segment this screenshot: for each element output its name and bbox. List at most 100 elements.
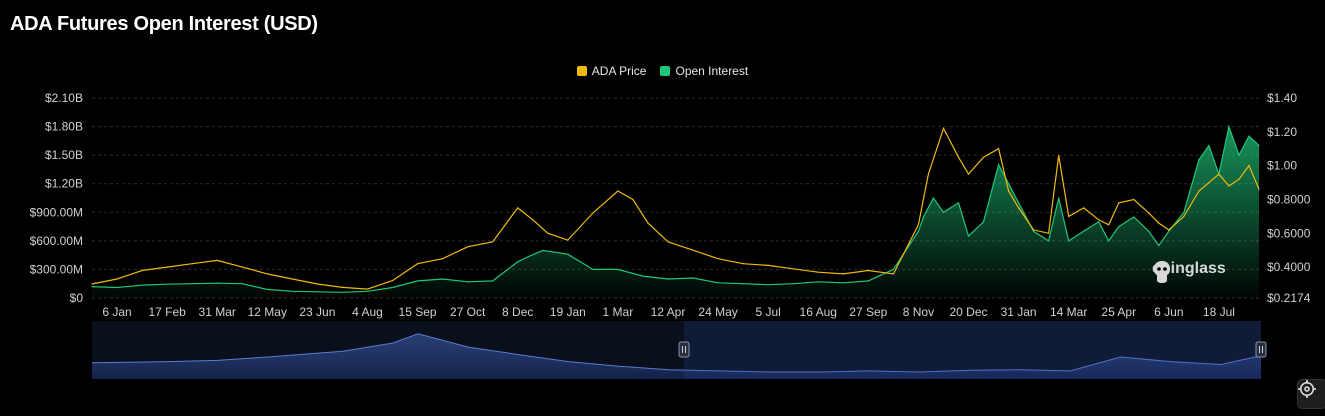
open-interest-point <box>1158 245 1160 247</box>
y-left-tick-label: $1.80B <box>45 120 83 134</box>
open-interest-point <box>1248 135 1250 137</box>
legend-item-open-interest[interactable]: Open Interest <box>660 64 748 78</box>
ada-price-point <box>1218 173 1220 175</box>
x-tick-label: 4 Aug <box>352 305 383 319</box>
ada-price-point <box>241 266 243 268</box>
open-interest-point <box>241 283 243 285</box>
y-left-tick-label: $300.00M <box>30 262 83 276</box>
ada-price-point <box>647 222 649 224</box>
ada-price-point <box>166 266 168 268</box>
open-interest-point <box>341 291 343 293</box>
ada-price-point <box>942 127 945 129</box>
open-interest-point <box>642 275 644 277</box>
ada-price-point <box>1238 178 1240 180</box>
ada-price-point <box>1228 185 1230 187</box>
open-interest-point <box>166 283 168 285</box>
ada-price-point <box>1248 165 1250 167</box>
ada-price-point <box>917 224 920 226</box>
ada-price-point <box>998 148 1000 150</box>
open-interest-point <box>932 197 935 199</box>
open-interest-point <box>567 253 569 255</box>
open-interest-point <box>1168 230 1170 232</box>
open-interest-point <box>1033 230 1035 232</box>
y-left-tick-label: $600.00M <box>30 234 83 248</box>
x-tick-label: 24 May <box>698 305 737 319</box>
open-interest-point <box>1018 202 1020 204</box>
ada-price-point <box>1258 188 1260 190</box>
ada-price-point <box>842 273 844 275</box>
ada-price-point <box>141 269 143 272</box>
navigator-right-handle[interactable] <box>1255 341 1267 358</box>
open-interest-point <box>982 221 985 223</box>
ada-price-point <box>617 190 619 192</box>
x-tick-label: 31 Mar <box>199 305 236 319</box>
legend-item-ada-price[interactable]: ADA Price <box>576 64 646 78</box>
ada-price-point <box>1133 198 1135 201</box>
open-interest-point <box>967 235 970 237</box>
open-interest-point <box>527 256 529 258</box>
open-interest-point <box>391 286 394 289</box>
pause-handle-icon <box>1255 341 1267 358</box>
x-tick-label: 12 May <box>248 305 287 319</box>
ada-price-point <box>792 268 794 270</box>
ada-price-point <box>467 246 469 248</box>
open-interest-point <box>692 277 694 279</box>
open-interest-point <box>91 286 93 288</box>
open-interest-point <box>867 280 869 282</box>
x-tick-label: 8 Nov <box>903 305 934 319</box>
open-interest-point <box>517 261 519 263</box>
ada-price-point <box>967 173 970 175</box>
open-interest-point <box>942 211 945 213</box>
x-tick-label: 27 Oct <box>450 305 486 319</box>
ada-price-point <box>667 241 669 243</box>
open-interest-point <box>316 291 318 293</box>
open-interest-point <box>1238 154 1240 156</box>
coinglass-logo-icon <box>1154 261 1170 283</box>
settings-button[interactable] <box>1297 379 1325 409</box>
ada-price-point <box>1108 224 1110 226</box>
ada-price-point <box>927 173 930 175</box>
gear-icon <box>1298 380 1316 398</box>
x-axis: 6 Jan 17 Feb 31 Mar 12 May 23 Jun 4 Aug 15 Sep… <box>102 305 1235 319</box>
ada-price-point <box>492 241 494 243</box>
legend-swatch-ada-price <box>576 66 587 76</box>
open-interest-point <box>542 249 544 251</box>
open-interest-point <box>717 282 719 284</box>
ada-price-point <box>391 280 394 282</box>
ada-price-point <box>1048 232 1050 234</box>
ada-price-point <box>366 288 369 290</box>
ada-price-point <box>1083 207 1085 209</box>
open-interest-point <box>116 286 118 289</box>
open-interest-point <box>442 278 444 280</box>
open-interest-point <box>817 281 819 283</box>
x-tick-label: 8 Dec <box>502 305 533 319</box>
ada-price-point <box>1208 182 1210 184</box>
ada-price-point <box>592 212 594 214</box>
legend-swatch-open-interest <box>660 66 671 76</box>
ada-price-point <box>892 273 895 275</box>
ada-price-point <box>266 273 268 275</box>
open-interest-point <box>1258 145 1260 147</box>
y-left-tick-label: $0 <box>70 291 84 305</box>
navigator-selection[interactable] <box>684 321 1261 379</box>
ada-price-point <box>116 278 118 280</box>
ada-price-point <box>532 219 534 221</box>
page-title: ADA Futures Open Interest (USD) <box>10 13 318 35</box>
ada-price-point <box>817 271 819 273</box>
ada-price-point <box>1068 215 1070 217</box>
x-tick-label: 25 Apr <box>1101 305 1136 319</box>
open-interest-point <box>216 282 218 284</box>
x-tick-label: 6 Jun <box>1154 305 1183 319</box>
navigator[interactable] <box>91 321 1267 379</box>
pause-handle-icon <box>678 341 690 358</box>
ada-price-point <box>517 207 519 209</box>
y-right-tick-label: $0.4000 <box>1267 260 1311 274</box>
ada-price-point <box>1033 229 1035 231</box>
open-interest-point <box>1118 226 1120 228</box>
open-interest-point <box>1228 126 1230 128</box>
open-interest-point <box>998 164 1000 166</box>
open-interest-point <box>892 268 895 270</box>
ada-price-point <box>442 258 444 260</box>
navigator-left-handle[interactable] <box>678 341 690 358</box>
